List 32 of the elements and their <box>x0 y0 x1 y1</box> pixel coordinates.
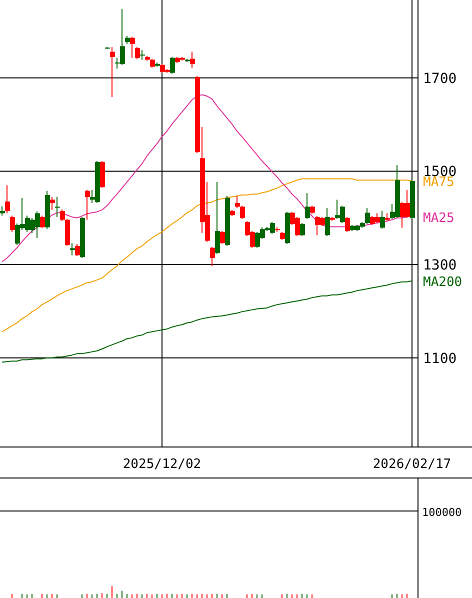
candlestick <box>135 46 140 60</box>
candlestick <box>75 244 80 257</box>
candlestick <box>170 56 175 74</box>
y-tick-label: 1100 <box>423 350 457 367</box>
candlestick <box>5 184 10 214</box>
candlestick <box>55 196 60 218</box>
y-tick-label: 1300 <box>423 258 457 274</box>
line-series <box>2 178 412 332</box>
candlestick <box>85 189 90 220</box>
y-tick-label: 1700 <box>423 70 457 87</box>
candlestick <box>215 181 220 254</box>
x-tick-label: 2026/02/17 <box>372 457 452 472</box>
text: 100000 <box>422 506 462 519</box>
candlestick <box>210 246 215 266</box>
candlestick <box>325 208 330 237</box>
candlestick <box>140 49 145 60</box>
candlestick <box>50 196 55 210</box>
candlestick <box>130 36 135 58</box>
series-label: MA200 <box>423 274 462 290</box>
candlestick <box>220 230 225 245</box>
candlestick <box>40 215 45 229</box>
x-tick-label: 2025/12/02 <box>122 457 202 472</box>
series-label: MA25 <box>423 210 454 226</box>
candlestick <box>190 51 195 69</box>
candlestick <box>300 222 305 237</box>
candlestick <box>305 192 310 220</box>
candlestick <box>345 216 350 232</box>
candlestick <box>70 242 75 256</box>
candlestick <box>10 215 15 232</box>
candlestick <box>110 46 115 98</box>
candlestick <box>380 210 385 230</box>
line-series <box>2 280 412 363</box>
